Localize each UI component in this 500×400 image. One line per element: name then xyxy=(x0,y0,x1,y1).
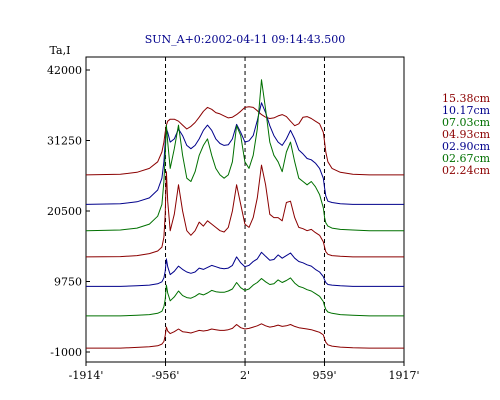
x-tick-label-2: 2' xyxy=(240,369,250,382)
y-tick-label-2: 20500 xyxy=(47,205,82,218)
series-line-10.17cm xyxy=(85,102,404,205)
x-tick-label-0: -1914' xyxy=(69,369,104,382)
series-line-02.67cm xyxy=(86,277,404,317)
y-tick-label-0: 42000 xyxy=(47,64,82,77)
reference-lines xyxy=(165,57,325,362)
series-lines xyxy=(85,79,404,349)
legend-item-04.93cm: 04.93cm xyxy=(442,128,491,141)
legend-item-15.38cm: 15.38cm xyxy=(442,92,491,105)
y-tick-label-1: 31250 xyxy=(47,135,82,148)
y-tick-label-4: -1000 xyxy=(50,346,82,359)
series-line-02.90cm xyxy=(86,251,404,287)
x-tick-label-1: -956' xyxy=(152,369,180,382)
chart-title: SUN_A+0:2002-04-11 09:14:43.500 xyxy=(145,33,346,46)
x-tick-label-3: 959' xyxy=(312,369,336,382)
x-tick-label-4: 1917' xyxy=(388,369,419,382)
legend-item-02.24cm: 02.24cm xyxy=(442,164,491,177)
y-axis-label: Ta,I xyxy=(50,44,71,57)
y-axis: 42000 31250 20500 9750 -1000 xyxy=(47,64,90,359)
y-tick-label-3: 9750 xyxy=(54,276,82,289)
x-axis: -1914' -956' 2' 959' 1917' xyxy=(69,362,420,382)
legend-item-02.90cm: 02.90cm xyxy=(442,140,491,153)
legend: 15.38cm 10.17cm 07.03cm 04.93cm 02.90cm 02.67… xyxy=(442,93,498,177)
legend-item-10.17cm: 10.17cm xyxy=(442,104,491,117)
series-line-07.03cm xyxy=(85,79,404,232)
series-line-15.38cm xyxy=(85,106,404,176)
legend-item-02.67cm: 02.67cm xyxy=(442,152,491,165)
legend-item-07.03cm: 07.03cm xyxy=(442,116,491,129)
series-line-02.24cm xyxy=(86,323,404,349)
series-line-04.93cm xyxy=(85,164,404,258)
